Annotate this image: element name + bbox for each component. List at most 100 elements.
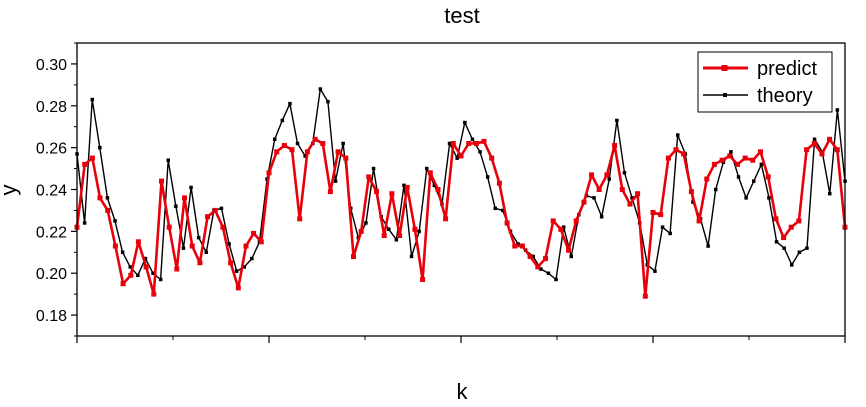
point-predict [573,218,579,224]
point-theory [113,219,117,223]
legend-label-predict: predict [757,58,817,80]
legend-marker-theory [723,93,727,97]
point-predict [704,176,710,182]
y-tick-label: 0.24 [36,183,67,200]
point-theory [174,204,178,208]
point-theory [425,166,429,171]
point-predict [665,155,671,161]
point-theory [341,141,345,146]
point-predict [435,187,441,192]
point-theory [782,246,786,250]
point-predict [159,178,164,184]
point-predict [120,281,126,287]
point-theory [409,254,414,259]
point-predict [727,153,733,159]
point-predict [189,243,195,249]
point-predict [166,224,172,230]
point-predict [397,233,403,238]
x-axis-label: k [457,379,469,404]
point-theory [181,246,186,250]
point-theory [485,175,490,179]
point-predict [228,260,234,266]
point-theory [660,225,665,229]
point-theory [706,244,710,248]
point-predict [281,143,287,148]
point-theory [227,242,231,246]
point-predict [197,260,203,266]
point-predict [297,216,303,222]
point-theory [303,154,307,158]
point-theory [98,145,102,150]
point-predict [450,141,456,146]
y-tick-label: 0.30 [36,57,67,74]
point-predict [389,191,395,197]
point-predict [788,224,794,230]
point-predict [650,210,656,215]
point-predict [481,138,487,144]
point-predict [97,195,103,201]
legend: predict theory [697,51,833,113]
point-predict [105,207,111,213]
point-predict [327,189,333,195]
point-theory [158,277,163,282]
series-layer [74,87,848,299]
point-theory [599,215,604,219]
series-line-predict [75,138,847,298]
point-theory [531,254,535,259]
point-theory [744,196,748,200]
point-theory [470,137,475,141]
point-predict [758,149,763,155]
point-theory [136,273,140,278]
series-line-theory [76,88,846,281]
point-predict [412,226,418,232]
point-predict [496,180,502,186]
series-predict [74,136,848,299]
point-predict [750,157,756,163]
point-theory [501,208,505,213]
point-theory [653,269,657,273]
point-predict [688,189,694,195]
point-predict [274,149,280,155]
point-predict [719,157,725,163]
point-predict [235,285,241,291]
point-predict [834,147,840,153]
point-predict [304,149,310,155]
point-theory [561,225,566,229]
x-axis [76,336,846,343]
point-predict [289,147,295,153]
point-theory [394,238,399,242]
point-theory [455,156,459,160]
point-predict [358,228,364,234]
point-theory [204,250,208,254]
point-predict [604,172,610,178]
point-theory [151,271,155,275]
point-predict [781,235,787,241]
point-theory [120,250,125,254]
point-predict [112,243,118,249]
series-theory [75,87,847,282]
point-predict [827,136,833,142]
point-theory [767,196,771,200]
point-predict [612,143,618,148]
point-theory [676,133,680,137]
point-theory [447,141,452,146]
point-predict [366,174,372,180]
point-predict [535,264,541,270]
point-theory [288,101,292,106]
point-predict [381,233,387,238]
point-theory [516,242,520,246]
point-theory [387,227,391,231]
point-theory [774,240,779,244]
point-theory [622,171,627,175]
point-predict [596,187,602,192]
point-predict [619,187,625,192]
point-theory [752,179,756,183]
point-predict [251,230,257,236]
y-tick-label: 0.28 [36,99,67,116]
point-theory [493,206,497,211]
point-theory [417,229,421,234]
point-predict [627,201,633,207]
point-predict [550,218,556,224]
point-predict [466,141,472,146]
